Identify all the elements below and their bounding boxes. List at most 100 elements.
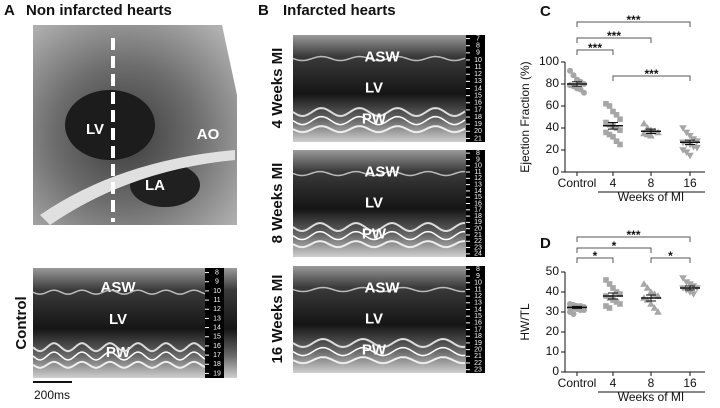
y-tick-label: 10 (546, 344, 560, 358)
data-point (693, 145, 701, 152)
x-tick-label: 16 (683, 376, 697, 390)
data-point (647, 131, 655, 139)
sig-label: *** (607, 29, 621, 43)
ruler-label: 13 (213, 315, 221, 322)
panel-title: Infarcted hearts (283, 2, 396, 19)
echo-label: AO (197, 126, 220, 143)
ruler-label: 19 (474, 340, 482, 347)
ruler-label: 17 (474, 326, 482, 333)
wall-trace (292, 170, 465, 177)
ruler-label: 13 (474, 78, 482, 85)
ruler-label: 16 (213, 343, 221, 350)
ruler-label: 17 (213, 352, 221, 359)
data-point (617, 141, 623, 148)
data-point (686, 152, 694, 160)
ruler-label: 15 (474, 194, 482, 201)
y-tick-label: 80 (546, 76, 560, 90)
y-axis-label: HW/TL (518, 303, 532, 341)
ruler-label: 15 (213, 334, 221, 341)
ruler-label: 22 (474, 238, 482, 245)
wall-trace (292, 107, 466, 118)
ruler-label: 18 (474, 213, 482, 220)
ruler-label: 8 (476, 150, 480, 157)
wall-trace (292, 115, 466, 126)
ruler-label: 20 (474, 346, 482, 353)
data-point (581, 89, 587, 96)
ruler-label: 8 (476, 43, 480, 50)
data-point (643, 284, 652, 291)
ruler-label: 17 (474, 207, 482, 214)
ruler-label: 16 (474, 200, 482, 207)
x-group-label: Weeks of MI (618, 190, 684, 204)
ruler-label: 11 (213, 297, 220, 304)
row-label: 8 Weeks MI (269, 163, 286, 244)
ruler-label: 20 (474, 226, 482, 233)
sig-label: *** (588, 41, 602, 55)
data-point (650, 304, 659, 311)
ruler-label: 12 (213, 306, 221, 313)
wall-trace (32, 351, 206, 361)
echo-corner (222, 25, 237, 95)
ruler-label: 15 (474, 313, 482, 320)
y-tick-label: 20 (546, 324, 560, 338)
echo-label: LA (145, 177, 165, 194)
ruler-label: 23 (474, 367, 482, 374)
ruler-label: 21 (474, 232, 482, 239)
wall-trace (32, 289, 206, 295)
ruler-label: 23 (474, 244, 482, 251)
sig-label: * (612, 239, 617, 253)
wall-trace (32, 360, 206, 369)
wall-trace (32, 342, 206, 353)
wall-trace (292, 230, 465, 241)
y-tick-label: 40 (546, 284, 560, 298)
x-tick-label: 4 (610, 176, 617, 190)
sig-bracket (576, 257, 614, 263)
panel-letter: C (540, 3, 551, 20)
layer-label: LV (365, 310, 383, 327)
layer-label: PW (362, 225, 387, 242)
wall-trace (292, 125, 466, 134)
ruler-label: 15 (474, 92, 482, 99)
data-point (686, 281, 694, 288)
ruler-label: 19 (213, 370, 221, 377)
ruler-label: 14 (474, 306, 482, 313)
ruler-label: 11 (474, 169, 481, 176)
sig-bracket (576, 37, 652, 43)
layer-label: ASW (365, 48, 401, 65)
data-point (606, 103, 613, 109)
data-point (570, 72, 577, 79)
layer-label: PW (362, 341, 387, 358)
sig-label: * (668, 249, 673, 263)
ruler-label: 21 (474, 353, 482, 360)
ruler-label: 18 (213, 361, 221, 368)
layer-label: LV (365, 79, 383, 96)
wall-trace (292, 240, 465, 249)
echo-wall (40, 150, 235, 225)
ruler-label: 10 (474, 57, 482, 64)
ruler-label: 17 (474, 107, 482, 114)
layer-label: LV (109, 311, 127, 328)
data-point (606, 305, 613, 311)
data-point (581, 307, 587, 313)
mmode-image (293, 266, 485, 373)
ruler-label: 9 (476, 273, 480, 280)
ruler (466, 35, 485, 142)
data-point (686, 289, 694, 296)
data-point (617, 127, 623, 133)
echo-label: LV (86, 121, 104, 138)
sig-bracket (576, 21, 691, 27)
ruler-label: 14 (474, 85, 482, 92)
x-tick-label: 8 (648, 376, 655, 390)
layer-label: ASW (365, 279, 401, 296)
panel-letter: B (258, 2, 269, 19)
ruler-label: 24 (474, 251, 482, 258)
ruler-label: 22 (474, 360, 482, 367)
data-point (640, 280, 648, 287)
sig-label: *** (626, 13, 640, 27)
x-tick-label: Control (558, 376, 597, 390)
y-axis-label: Ejection Fraction (%) (518, 61, 532, 172)
ruler (466, 266, 485, 373)
ruler-label: 10 (474, 280, 482, 287)
wall-trace (292, 346, 466, 357)
